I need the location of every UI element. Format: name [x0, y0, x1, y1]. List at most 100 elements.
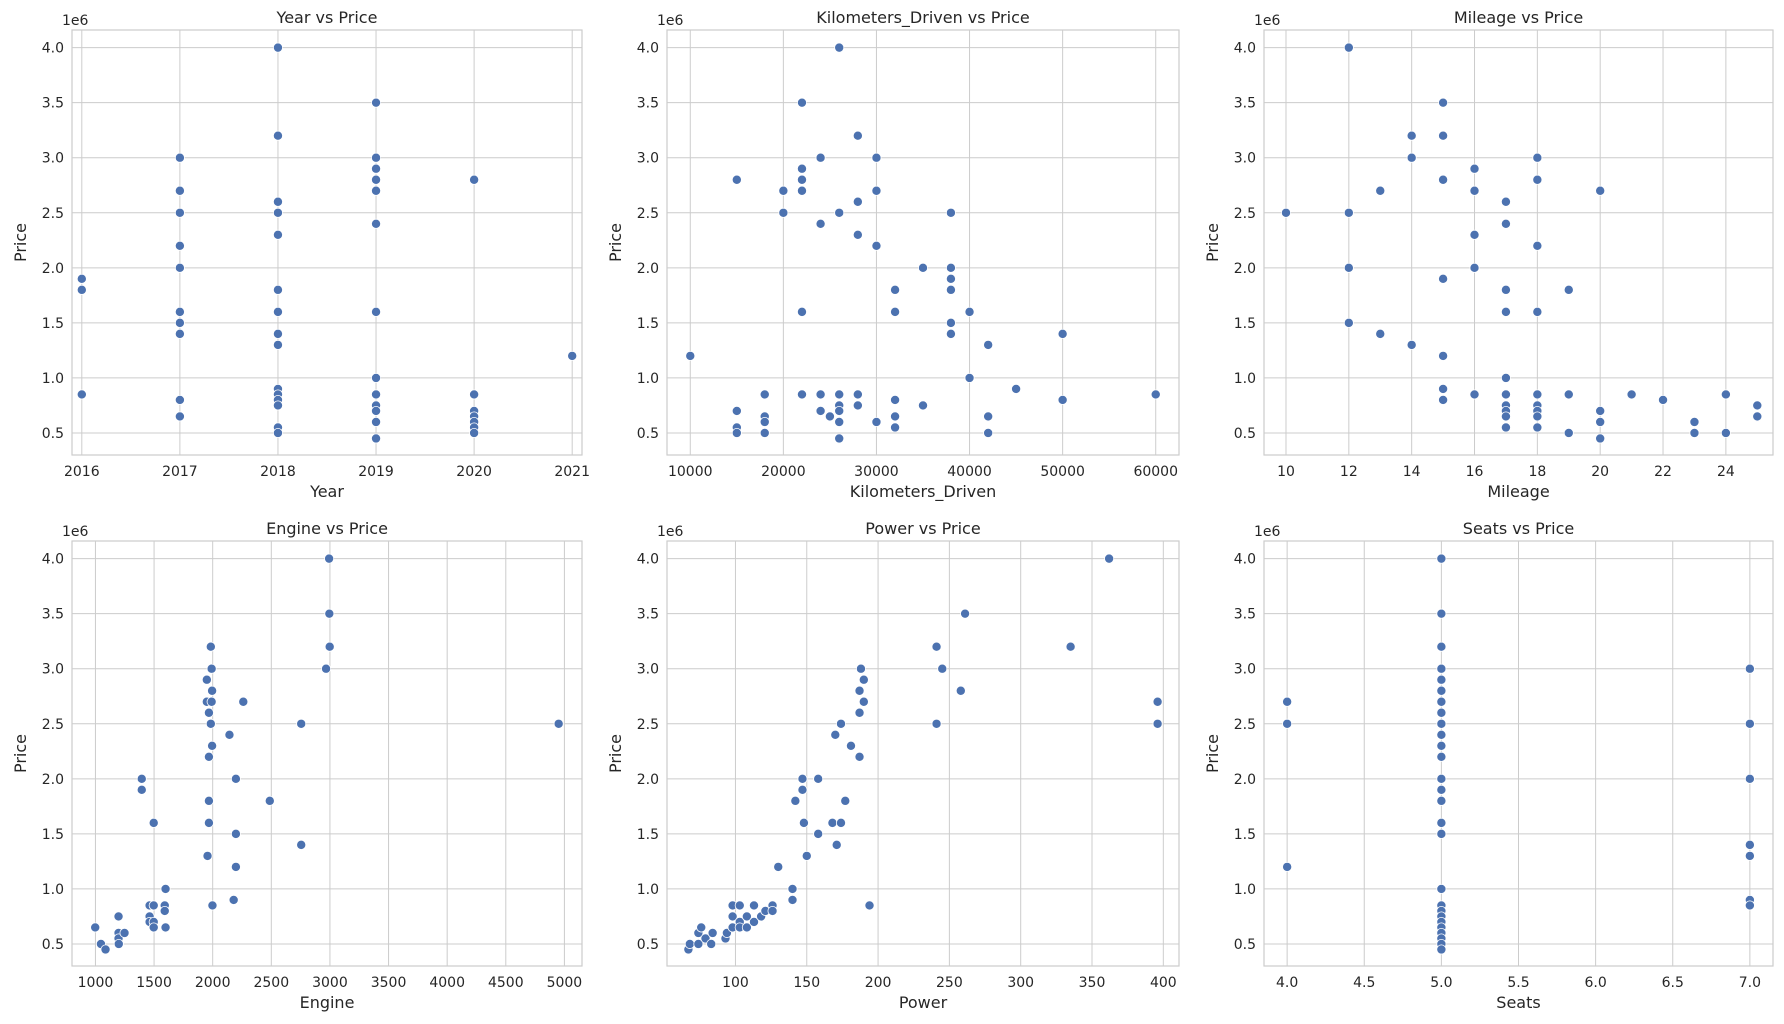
- scatter-point: [1689, 416, 1700, 427]
- scatter-point: [706, 938, 717, 949]
- scatter-point: [748, 900, 759, 911]
- chart-title: Seats vs Price: [1463, 519, 1574, 538]
- scatter-point: [835, 718, 846, 729]
- scatter-point: [272, 400, 283, 411]
- scatter-point: [1282, 696, 1293, 707]
- scatter-point: [983, 427, 994, 438]
- y-tick-label: 3.0: [42, 662, 64, 678]
- scatter-point: [797, 773, 808, 784]
- scatter-point: [864, 900, 875, 911]
- y-tick-label: 1.5: [1234, 316, 1256, 332]
- y-axis-label: Price: [11, 734, 30, 773]
- x-tick-label: 250: [936, 975, 963, 991]
- y-tick-label: 4.0: [637, 41, 659, 57]
- x-axis-label: Engine: [300, 993, 355, 1012]
- y-tick-label: 3.0: [1234, 151, 1256, 167]
- scatter-point: [1469, 163, 1480, 174]
- x-tick-label: 4000: [429, 975, 465, 991]
- scatter-point: [296, 718, 307, 729]
- scatter-point: [727, 911, 738, 922]
- scatter-point: [272, 229, 283, 240]
- scatter-point: [707, 927, 718, 938]
- scatter-point: [834, 42, 845, 53]
- scatter-point: [371, 97, 382, 108]
- y-tick-label: 1.5: [637, 827, 659, 843]
- scatter-point: [174, 306, 185, 317]
- chart-title: Kilometers_Driven vs Price: [816, 8, 1029, 28]
- scatter-point: [272, 306, 283, 317]
- y-tick-label: 3.5: [42, 96, 64, 112]
- scatter-point: [207, 740, 218, 751]
- scatter-point: [854, 751, 865, 762]
- scatter-point: [1469, 262, 1480, 273]
- scatter-point: [854, 707, 865, 718]
- x-tick-label: 20000: [761, 464, 806, 480]
- scatter-point: [1595, 405, 1606, 416]
- scatter-point: [203, 795, 214, 806]
- scatter-point: [371, 152, 382, 163]
- y-tick-label: 1.5: [42, 827, 64, 843]
- scatter-point: [553, 718, 564, 729]
- x-tick-label: 6.5: [1662, 975, 1684, 991]
- scatter-point: [684, 938, 695, 949]
- scatter-point: [1532, 389, 1543, 400]
- scatter-point: [1436, 828, 1447, 839]
- y-tick-label: 1.5: [1234, 827, 1256, 843]
- x-tick-label: 24: [1717, 464, 1735, 480]
- scatter-point: [1532, 422, 1543, 433]
- scatter-point: [1436, 773, 1447, 784]
- x-tick-label: 16: [1466, 464, 1484, 480]
- y-axis-label: Price: [606, 223, 625, 262]
- x-tick-label: 3000: [312, 975, 348, 991]
- scatter-point: [1436, 729, 1447, 740]
- scatter-point: [371, 174, 382, 185]
- scatter-panel: 100 150 200 250 300 350 400 0.5 1.0 1.5 2.0 2.5 3.0 3…: [606, 519, 1180, 1012]
- scatter-point: [696, 922, 707, 933]
- scatter-point: [371, 185, 382, 196]
- y-tick-label: 2.0: [1234, 772, 1256, 788]
- scatter-point: [796, 174, 807, 185]
- y-tick-label: 1.0: [1234, 371, 1256, 387]
- scatter-point: [1469, 389, 1480, 400]
- scatter-point: [918, 262, 929, 273]
- scatter-point: [272, 196, 283, 207]
- scatter-point: [834, 416, 845, 427]
- scatter-point: [238, 696, 249, 707]
- x-tick-label: 2016: [64, 464, 100, 480]
- scatter-point: [1532, 174, 1543, 185]
- scatter-point: [759, 389, 770, 400]
- x-axis-label: Seats: [1496, 993, 1540, 1012]
- x-tick-label: 2018: [260, 464, 296, 480]
- scatter-point: [834, 389, 845, 400]
- scatter-point: [834, 405, 845, 416]
- plot-frame: [71, 29, 583, 456]
- plot-frame: [1263, 29, 1774, 456]
- scatter-point: [1744, 773, 1755, 784]
- scatter-point: [113, 911, 124, 922]
- scatter-point: [858, 674, 869, 685]
- y-tick-label: 0.5: [637, 426, 659, 442]
- y-tick-label: 4.0: [42, 552, 64, 568]
- scatter-point: [1658, 394, 1669, 405]
- scatter-point: [731, 174, 742, 185]
- scatter-point: [296, 839, 307, 850]
- scatter-point: [955, 685, 966, 696]
- scatter-point: [741, 911, 752, 922]
- scatter-point: [1500, 306, 1511, 317]
- scatter-point: [852, 229, 863, 240]
- scatter-point: [983, 339, 994, 350]
- scatter-point: [1436, 553, 1447, 564]
- y-tick-label: 2.5: [637, 206, 659, 222]
- scatter-point: [174, 152, 185, 163]
- y-tick-label: 3.5: [1234, 96, 1256, 112]
- scatter-point: [1595, 416, 1606, 427]
- x-tick-label: 100: [722, 975, 749, 991]
- x-tick-label: 22: [1654, 464, 1672, 480]
- scatter-point: [815, 389, 826, 400]
- scatter-point: [371, 306, 382, 317]
- y-tick-label: 1.5: [42, 316, 64, 332]
- x-tick-label: 50000: [1040, 464, 1085, 480]
- scatter-point: [1343, 262, 1354, 273]
- scatter-point: [1438, 97, 1449, 108]
- y-tick-label: 3.0: [637, 662, 659, 678]
